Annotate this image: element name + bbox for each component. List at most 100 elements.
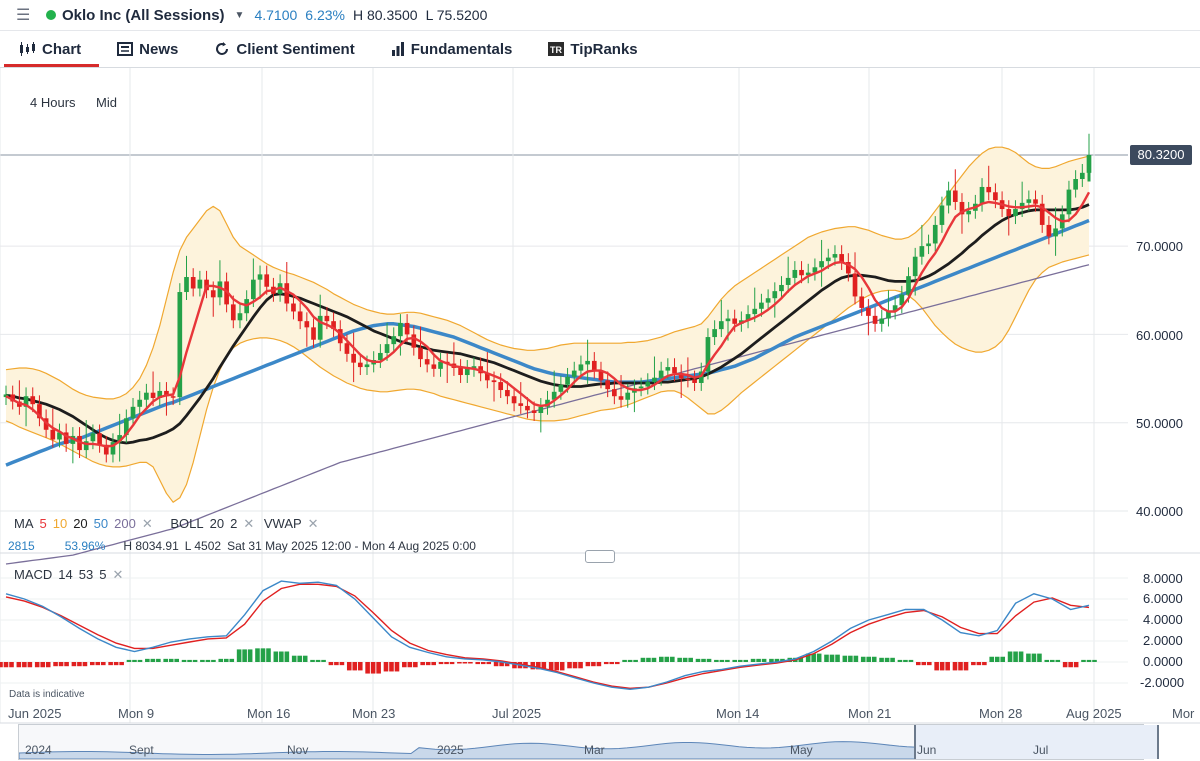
candle-body — [384, 344, 390, 353]
tab-label: TipRanks — [570, 40, 638, 58]
navigator-window[interactable] — [914, 725, 1159, 759]
macd-histogram-bar — [187, 659, 192, 662]
candle-body — [645, 382, 651, 387]
macd-signal[interactable]: 5 — [99, 567, 107, 582]
price-change: 4.7100 — [254, 7, 298, 23]
candle-body — [170, 396, 176, 398]
candle-body — [23, 396, 29, 407]
macd-histogram-bar — [866, 656, 872, 662]
candle-body — [952, 190, 958, 202]
macd-histogram-bar — [1026, 653, 1031, 662]
price-type-selector[interactable]: Mid — [96, 95, 117, 110]
tab-tipranks[interactable]: TR TipRanks — [530, 31, 638, 67]
macd-histogram-bar — [137, 659, 143, 662]
macd-fast[interactable]: 14 — [58, 567, 73, 582]
macd-histogram-bar — [622, 659, 627, 662]
candle-body — [418, 347, 423, 360]
candle-body — [1066, 189, 1072, 215]
macd-slow[interactable]: 53 — [78, 567, 94, 582]
candle-body — [505, 390, 510, 397]
candle-body — [357, 362, 363, 368]
tab-label: News — [139, 40, 179, 58]
macd-histogram-bar — [811, 653, 816, 662]
candle-body — [886, 311, 891, 319]
candle-body — [765, 298, 771, 303]
macd-histogram-bar — [701, 658, 706, 662]
candle-body — [217, 281, 223, 298]
tab-news[interactable]: News — [99, 31, 178, 67]
tab-chart[interactable]: Chart — [0, 31, 100, 67]
remove-ma-icon[interactable]: ✕ — [141, 516, 153, 531]
macd-histogram-bar — [334, 662, 339, 666]
macd-histogram-bar — [174, 658, 180, 662]
nav-label: May — [790, 743, 813, 757]
info-a: 2815 — [8, 539, 35, 553]
chevron-down-icon[interactable]: ▼ — [234, 9, 245, 21]
remove-macd-icon[interactable]: ✕ — [112, 567, 124, 582]
candle-body — [177, 292, 183, 398]
macd-histogram-bar — [163, 658, 168, 662]
macd-histogram-bar — [211, 659, 216, 662]
ma5-label[interactable]: 5 — [39, 516, 47, 531]
candle-body — [799, 269, 804, 276]
macd-histogram-bar — [688, 657, 693, 662]
macd-histogram-bar — [475, 662, 481, 665]
macd-y-tick: 4.0000 — [1143, 612, 1183, 627]
candle-body — [812, 267, 818, 273]
remove-vwap-icon[interactable]: ✕ — [307, 516, 319, 531]
remove-boll-icon[interactable]: ✕ — [243, 516, 255, 531]
ma10-label[interactable]: 10 — [52, 516, 68, 531]
indicative-note: Data is indicative — [9, 689, 85, 700]
ma20-label[interactable]: 20 — [73, 516, 88, 531]
macd-histogram-bar — [27, 662, 33, 668]
candle-body — [698, 371, 704, 383]
macd-histogram-bar — [714, 659, 719, 662]
macd-histogram-bar — [1086, 659, 1092, 662]
panel-resize-handle[interactable] — [585, 550, 615, 563]
boll-period[interactable]: 20 — [209, 516, 225, 531]
instrument-name[interactable]: Oklo Inc (All Sessions) — [62, 6, 225, 24]
macd-histogram-bar — [328, 662, 334, 666]
interval-selector[interactable]: 4 Hours — [30, 95, 76, 110]
candle-body — [364, 364, 370, 368]
macd-histogram-bar — [903, 659, 908, 662]
menu-icon[interactable]: ☰ — [16, 7, 31, 24]
candle-body — [50, 429, 56, 440]
news-icon — [117, 42, 134, 56]
x-tick-label: Jul 2025 — [492, 706, 542, 721]
macd-histogram-bar — [247, 649, 253, 662]
macd-histogram-bar — [1013, 651, 1018, 662]
macd-histogram-bar — [737, 659, 743, 662]
candle-body — [10, 394, 16, 402]
candle-body — [458, 367, 463, 376]
macd-histogram-bar — [365, 662, 370, 674]
time-navigator[interactable]: 2024 Sept Nov 2025 Mar May Jun Jul — [18, 724, 1159, 760]
macd-histogram-bar — [651, 657, 657, 662]
macd-histogram-bar — [242, 649, 247, 662]
candle-body — [906, 276, 911, 295]
macd-histogram-bar — [273, 651, 279, 662]
macd-histogram-bar — [357, 662, 363, 671]
tab-fundamentals[interactable]: Fundamentals — [373, 31, 512, 67]
macd-histogram-bar — [53, 662, 58, 667]
tab-client-sentiment[interactable]: Client Sentiment — [196, 31, 355, 67]
nav-label: 2024 — [25, 743, 52, 757]
macd-histogram-bar — [725, 659, 730, 662]
macd-histogram-bar — [260, 648, 266, 662]
macd-histogram-bar — [603, 662, 609, 665]
info-high: H 8034.91 — [123, 539, 179, 553]
ma200-label[interactable]: 200 — [114, 516, 136, 531]
candle-body — [866, 307, 871, 316]
candle-body — [899, 294, 905, 306]
candle-body — [531, 410, 537, 413]
candle-body — [919, 246, 925, 257]
macd-histogram-bar — [1037, 653, 1042, 662]
y-tick-label: 60.0000 — [1136, 328, 1183, 343]
ma50-label[interactable]: 50 — [93, 516, 109, 531]
candle-body — [257, 274, 263, 280]
boll-dev[interactable]: 2 — [230, 516, 238, 531]
candle-body — [311, 327, 316, 340]
macd-histogram-bar — [420, 662, 425, 666]
ma-label: MA — [14, 516, 34, 531]
